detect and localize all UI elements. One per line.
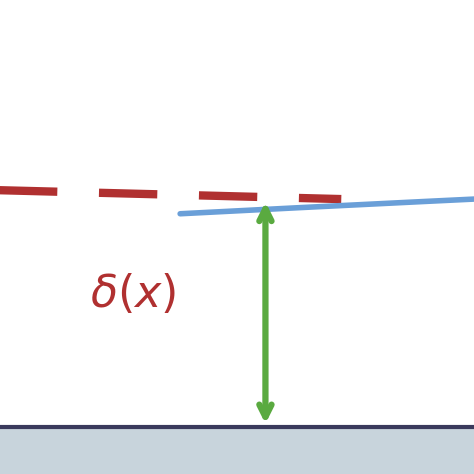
Text: $\delta(x)$: $\delta(x)$: [90, 272, 176, 316]
Bar: [0, 427, 474, 474]
